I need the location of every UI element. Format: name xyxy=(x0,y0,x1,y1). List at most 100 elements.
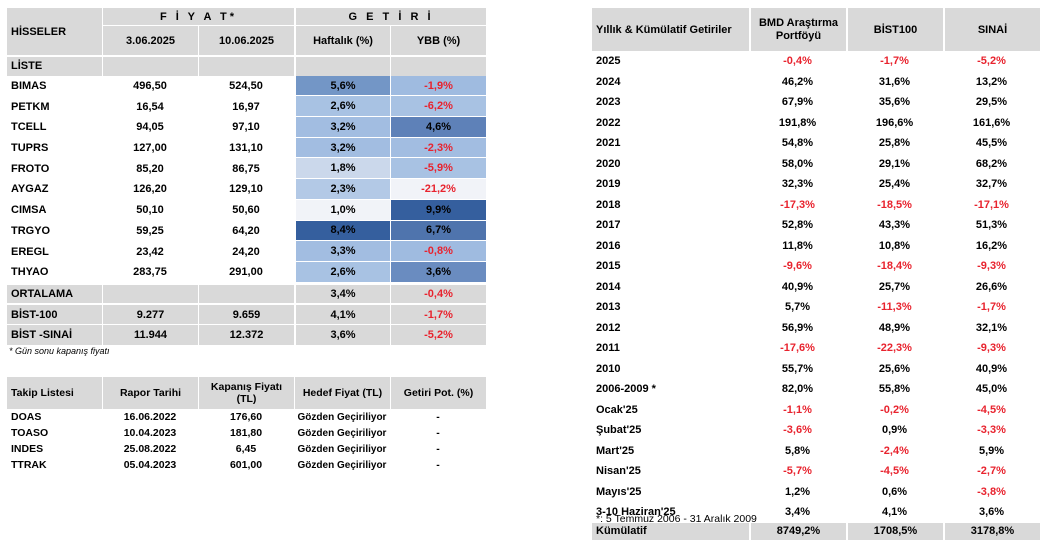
return-period: Ocak'25 xyxy=(596,403,638,416)
return-row: 2020 58,0% 29,1% 68,2% xyxy=(592,154,1040,175)
stock-price-1: 50,10 xyxy=(136,204,164,217)
watch-name: DOAS xyxy=(11,411,42,423)
stock-name: TRGYO xyxy=(11,224,51,237)
watch-target: Gözden Geçiriliyor xyxy=(297,443,387,455)
stock-name: AYGAZ xyxy=(11,183,49,196)
return-row: 2022 191,8% 196,6% 161,6% xyxy=(592,113,1040,134)
watch-name-header: Takip Listesi xyxy=(7,377,102,409)
avg-spacer xyxy=(198,282,295,304)
bistsinai-p2: 12.372 xyxy=(198,323,295,345)
watch-target: Gözden Geçiriliyor xyxy=(297,427,387,439)
bist100-p2: 9.659 xyxy=(198,303,295,324)
stock-price-1: 16,54 xyxy=(136,100,164,113)
watch-date: 05.04.2023 xyxy=(123,459,177,471)
returns-title: Yıllık & Kümülatif Getiriler xyxy=(592,8,749,51)
return-bmd: 46,2% xyxy=(781,75,814,88)
stock-weekly: 1,0% xyxy=(294,199,391,221)
stock-price-1: 283,75 xyxy=(133,266,167,279)
return-period: 2022 xyxy=(596,116,621,129)
watch-pot: - xyxy=(436,459,440,471)
watch-close: 181,80 xyxy=(229,427,263,439)
return-row: 3-10 Haziran'25 3,4% 4,1% 3,6% xyxy=(592,502,1040,523)
return-row: 2011 -17,6% -22,3% -9,3% xyxy=(592,338,1040,359)
return-sinai: 32,1% xyxy=(975,321,1008,334)
stock-row: TUPRS 127,00 131,10 3,2% -2,3% xyxy=(7,137,487,159)
return-sinai: -3,3% xyxy=(977,424,1006,437)
return-row: 2019 32,3% 25,4% 32,7% xyxy=(592,174,1040,195)
stock-row: TCELL 94,05 97,10 3,2% 4,6% xyxy=(7,117,487,138)
sinai-header: SINAİ xyxy=(943,8,1040,51)
return-sinai: 5,9% xyxy=(978,444,1005,457)
stock-price-2: 97,10 xyxy=(232,121,260,134)
return-period: 2012 xyxy=(596,321,621,334)
return-period: 2017 xyxy=(596,219,621,232)
return-sinai: 13,2% xyxy=(975,75,1008,88)
stock-price-1: 23,42 xyxy=(136,245,164,258)
stock-weekly: 2,3% xyxy=(294,179,391,200)
bmd-header: BMD Araştırma Portföyü xyxy=(749,8,846,51)
return-bist100: -22,3% xyxy=(877,342,912,355)
stock-ytd: 4,6% xyxy=(390,117,487,138)
stock-name: EREGL xyxy=(11,245,49,258)
stock-ytd: 3,6% xyxy=(390,261,487,283)
stock-price-2: 524,50 xyxy=(229,80,263,93)
return-row: 2016 11,8% 10,8% 16,2% xyxy=(592,236,1040,257)
return-period: Nisan'25 xyxy=(596,465,641,478)
return-bmd: -5,7% xyxy=(783,465,812,478)
return-bmd: 52,8% xyxy=(781,219,814,232)
stock-price-1: 85,20 xyxy=(136,162,164,175)
return-bist100: 31,6% xyxy=(878,75,911,88)
return-period: Mayıs'25 xyxy=(596,485,642,498)
return-bmd: 55,7% xyxy=(781,362,814,375)
watch-pot-header: Getiri Pot. (%) xyxy=(390,377,486,409)
return-row: 2013 5,7% -11,3% -1,7% xyxy=(592,297,1040,318)
return-period: 2025 xyxy=(596,55,621,68)
return-bmd: -17,6% xyxy=(780,342,815,355)
weekly-header: Haftalık (%) xyxy=(294,26,391,55)
return-row: 2015 -9,6% -18,4% -9,3% xyxy=(592,256,1040,277)
avg-spacer xyxy=(102,282,198,304)
return-sinai: -4,5% xyxy=(977,403,1006,416)
bist100-ytd: -1,7% xyxy=(390,303,487,324)
return-bist100: 25,8% xyxy=(878,137,911,150)
watch-name: TTRAK xyxy=(11,459,47,471)
return-period: 2020 xyxy=(596,157,621,170)
return-period: 2015 xyxy=(596,260,621,273)
return-bist100: -1,7% xyxy=(880,55,909,68)
stock-ytd: -5,9% xyxy=(390,158,487,180)
stock-row: EREGL 23,42 24,20 3,3% -0,8% xyxy=(7,241,487,262)
return-sinai: 16,2% xyxy=(975,239,1008,252)
bist100-header: BİST100 xyxy=(846,8,943,51)
return-row: 2012 56,9% 48,9% 32,1% xyxy=(592,318,1040,339)
return-bist100: -11,3% xyxy=(877,301,912,314)
stock-price-2: 129,10 xyxy=(229,183,263,196)
return-bmd: -0,4% xyxy=(783,55,812,68)
bistsinai-weekly: 3,6% xyxy=(294,323,391,345)
watch-name: TOASO xyxy=(11,427,49,439)
bist100-label: BİST-100 xyxy=(7,303,102,324)
return-period: 3-10 Haziran'25 xyxy=(596,506,676,519)
price-header: F İ Y A T* xyxy=(102,8,295,26)
period-footnote: *: 5 Temmuz 2006 - 31 Aralık 2009 xyxy=(596,513,757,525)
stock-ytd: -21,2% xyxy=(390,179,487,200)
return-bist100: 55,8% xyxy=(878,383,911,396)
stock-price-1: 127,00 xyxy=(133,142,167,155)
watch-close: 601,00 xyxy=(229,459,263,471)
return-period: 2016 xyxy=(596,239,621,252)
cumulative-label: Kümülatif xyxy=(592,522,749,540)
stock-weekly: 5,6% xyxy=(294,75,391,97)
return-bist100: 25,6% xyxy=(878,362,911,375)
watch-pot: - xyxy=(436,443,440,455)
stock-row: CIMSA 50,10 50,60 1,0% 9,9% xyxy=(7,199,487,221)
stock-weekly: 3,3% xyxy=(294,241,391,262)
watch-close-header: Kapanış Fiyatı (TL) xyxy=(198,377,294,409)
watch-table: Takip Listesi Rapor Tarihi Kapanış Fiyat… xyxy=(7,377,486,473)
return-bmd: -9,6% xyxy=(783,260,812,273)
stock-ytd: 9,9% xyxy=(390,199,487,221)
stock-price-2: 131,10 xyxy=(229,142,263,155)
return-period: 2006-2009 * xyxy=(596,383,656,396)
return-bmd: 56,9% xyxy=(781,321,814,334)
return-row: 2014 40,9% 25,7% 26,6% xyxy=(592,277,1040,298)
stock-name: THYAO xyxy=(11,266,49,279)
return-bmd: 5,8% xyxy=(784,444,811,457)
